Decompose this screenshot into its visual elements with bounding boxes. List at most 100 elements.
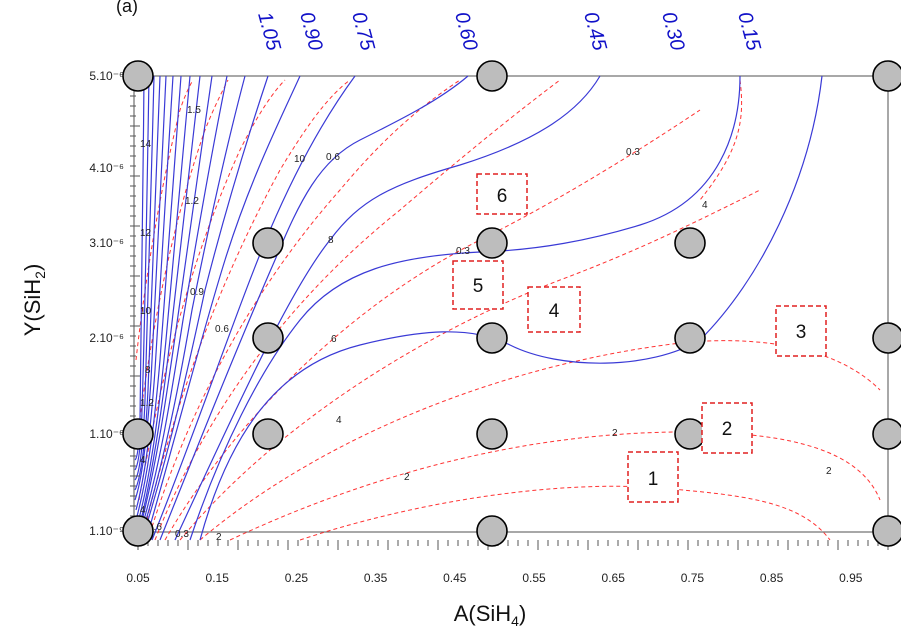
red-contours xyxy=(135,79,881,541)
x-tick-labels: 0.05 0.15 0.25 0.35 0.45 0.55 0.65 0.75 0.85 0.95 xyxy=(126,571,862,585)
region-box-3: 3 xyxy=(775,305,827,357)
x-tick-label: 0.55 xyxy=(522,571,546,585)
red-contour xyxy=(179,189,761,541)
blue-contour xyxy=(159,75,469,541)
design-point xyxy=(122,60,154,92)
design-point xyxy=(674,227,706,259)
top-label-0.15: 0.15 xyxy=(733,10,765,54)
red-contour xyxy=(135,79,194,361)
design-point xyxy=(872,515,901,547)
red-contour xyxy=(138,79,286,501)
contour-annotations: 1.5 1.2 0.9 0.6 0.3 0.6 0.3 0.3 14 12 10… xyxy=(140,105,832,543)
region-label: 1 xyxy=(648,469,659,490)
blue-contour xyxy=(174,75,601,541)
contour-label: 1.5 xyxy=(187,105,201,116)
design-point xyxy=(476,418,508,450)
contour-label: 0.9 xyxy=(190,287,204,298)
contour-label: 0.3 xyxy=(456,246,470,257)
x-tick-label: 0.25 xyxy=(285,571,309,585)
blue-contour xyxy=(134,75,161,491)
region-box-4: 4 xyxy=(527,286,581,333)
contour-label: 4 xyxy=(140,455,146,466)
blue-contour xyxy=(134,75,155,481)
y-tick-label: 5.10⁻⁶ xyxy=(89,69,124,83)
contour-label: 2 xyxy=(216,532,222,543)
design-point xyxy=(674,418,706,450)
top-label-0.90: 0.90 xyxy=(295,10,326,53)
contour-label: 0.3 xyxy=(175,529,189,540)
x-tick-label: 0.95 xyxy=(839,571,863,585)
design-point xyxy=(476,322,508,354)
contour-label: 12 xyxy=(140,228,152,239)
x-tick-label: 0.75 xyxy=(681,571,705,585)
x-tick-label: 0.85 xyxy=(760,571,784,585)
contour-label: 10 xyxy=(140,306,152,317)
blue-contour xyxy=(134,75,150,471)
contour-label: 0.3 xyxy=(626,147,640,158)
red-contour xyxy=(699,79,743,201)
contour-label: 14 xyxy=(140,139,152,150)
y-tick-label: 1.10⁻⁹ xyxy=(89,524,124,538)
region-boxes: 6 5 4 3 2 1 xyxy=(452,173,827,503)
design-point xyxy=(122,418,154,450)
blue-contour xyxy=(145,75,301,541)
region-box-2: 2 xyxy=(701,402,753,454)
blue-contour xyxy=(136,75,213,541)
y-tick-label: 3.10⁻⁶ xyxy=(89,236,124,250)
red-contour xyxy=(141,79,351,541)
top-label-0.45: 0.45 xyxy=(579,10,611,54)
design-point xyxy=(476,227,508,259)
contour-label: 8 xyxy=(145,365,151,376)
region-label: 5 xyxy=(473,276,484,297)
top-label-0.30: 0.30 xyxy=(657,10,688,53)
x-tick-label: 0.35 xyxy=(364,571,388,585)
blue-contour xyxy=(139,75,246,541)
top-label-0.60: 0.60 xyxy=(450,10,481,53)
blue-contour xyxy=(199,75,823,541)
region-label: 6 xyxy=(497,186,508,207)
blue-contour xyxy=(135,75,201,541)
design-points xyxy=(122,60,901,547)
region-label: 3 xyxy=(796,322,807,343)
contour-label: 8 xyxy=(328,235,334,246)
region-box-6: 6 xyxy=(476,173,528,215)
contour-label: 2 xyxy=(612,428,618,439)
contour-label: 1.2 xyxy=(140,398,154,409)
design-point xyxy=(872,322,901,354)
contour-label: 6 xyxy=(331,334,337,345)
red-contour xyxy=(147,79,461,541)
y-tick-label: 2.10⁻⁶ xyxy=(89,331,124,345)
red-contour xyxy=(154,79,561,541)
contour-label: 4 xyxy=(336,415,342,426)
contour-label: 4 xyxy=(140,505,146,516)
design-point xyxy=(872,60,901,92)
top-labels: 1.05 0.90 0.75 0.60 0.45 0.30 0.15 xyxy=(253,10,765,54)
contour-label: 2 xyxy=(826,466,832,477)
blue-contour xyxy=(137,75,228,541)
red-contour xyxy=(199,340,881,541)
contour-label: 2 xyxy=(404,472,410,483)
design-point xyxy=(252,418,284,450)
region-box-1: 1 xyxy=(627,451,679,503)
panel-label: (a) xyxy=(116,0,138,16)
y-tick-label: 4.10⁻⁶ xyxy=(89,161,124,175)
contour-label: 0.6 xyxy=(326,152,340,163)
blue-contour xyxy=(134,75,167,501)
x-tick-label: 0.45 xyxy=(443,571,467,585)
design-point xyxy=(252,322,284,354)
region-label: 2 xyxy=(722,419,733,440)
y-axis-title: Y(SiH2) xyxy=(20,264,48,337)
contour-label: 0.6 xyxy=(215,324,229,335)
design-point xyxy=(872,418,901,450)
design-point xyxy=(674,322,706,354)
blue-contour xyxy=(135,75,191,531)
contour-label: 1.6 xyxy=(148,522,162,533)
region-label: 4 xyxy=(549,301,560,322)
top-label-1.05: 1.05 xyxy=(253,10,285,54)
top-label-0.75: 0.75 xyxy=(347,10,379,54)
contour-label: 4 xyxy=(702,200,708,211)
contour-label: 1.2 xyxy=(185,196,199,207)
design-point xyxy=(476,60,508,92)
y-tick-labels: 5.10⁻⁶ 4.10⁻⁶ 3.10⁻⁶ 2.10⁻⁶ 1.10⁻⁶ 1.10⁻⁹ xyxy=(89,69,124,538)
